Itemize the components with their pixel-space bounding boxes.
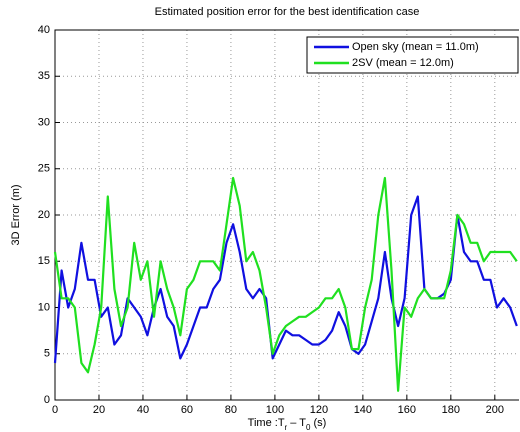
- y-tick-label: 30: [38, 116, 50, 128]
- y-tick-label: 15: [38, 255, 50, 267]
- x-axis-label-part: 0: [306, 423, 311, 432]
- y-tick-label: 40: [38, 24, 50, 36]
- x-tick-label: 0: [52, 404, 58, 416]
- x-tick-label: 200: [486, 404, 504, 416]
- x-axis-label-part: – T: [287, 417, 306, 429]
- legend-label: Open sky (mean = 11.0m): [352, 41, 479, 53]
- y-tick-label: 10: [38, 301, 50, 313]
- x-axis-label-part: r: [285, 423, 288, 432]
- y-tick-label: 5: [44, 348, 50, 360]
- y-axis-label: 3D Error (m): [10, 184, 22, 245]
- x-tick-label: 180: [442, 404, 460, 416]
- y-tick-label: 35: [38, 70, 50, 82]
- y-tick-label: 20: [38, 209, 50, 221]
- x-tick-label: 60: [181, 404, 193, 416]
- axes-frame: [54, 29, 519, 401]
- y-tick-label: 0: [44, 394, 50, 406]
- x-tick-label: 80: [225, 404, 237, 416]
- legend-label: 2SV (mean = 12.0m): [352, 57, 454, 69]
- y-tick-label: 25: [38, 163, 50, 175]
- x-tick-label: 20: [93, 404, 105, 416]
- x-axis-label-part: (s): [310, 417, 326, 429]
- chart-title: Estimated position error for the best id…: [155, 6, 420, 18]
- series-line: [53, 176, 518, 392]
- x-tick-label: 140: [354, 404, 372, 416]
- series-line: [53, 195, 518, 364]
- x-tick-label: 100: [266, 404, 284, 416]
- x-tick-label: 40: [137, 404, 149, 416]
- x-axis-label: Time :Tr – T0 (s): [248, 417, 327, 432]
- x-tick-label: 120: [310, 404, 328, 416]
- x-tick-label: 160: [398, 404, 416, 416]
- x-axis-label-part: Time :T: [248, 417, 285, 429]
- legend-box: [306, 36, 519, 74]
